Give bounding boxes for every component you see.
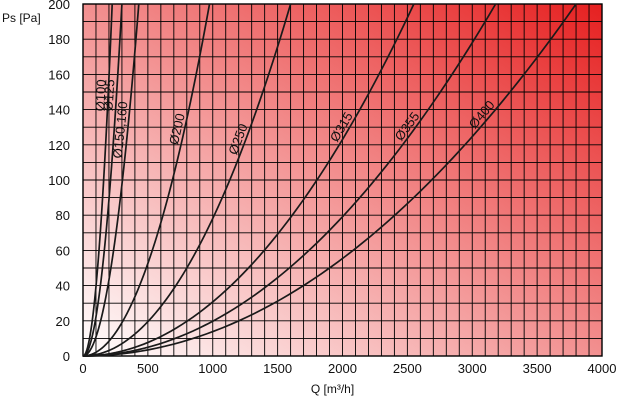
x-tick-label: 4000: [588, 361, 617, 376]
series-curve: [82, 3, 211, 357]
series-label: Ø125: [100, 79, 117, 112]
x-tick-label: 500: [137, 361, 159, 376]
y-tick-label: 120: [48, 138, 70, 153]
x-tick-label: 3000: [458, 361, 487, 376]
y-tick-label: 160: [48, 67, 70, 82]
series-label: Ø150,160: [110, 101, 131, 159]
y-axis-ticks: 0 20 40 60 80 100 120 140 160 180 200: [48, 0, 70, 364]
x-tick-label: 3500: [523, 361, 552, 376]
grid-lines: [82, 3, 603, 357]
x-tick-label: 1000: [198, 361, 227, 376]
series-curve: [82, 3, 114, 357]
y-tick-label: 0: [63, 349, 70, 364]
x-tick-label: 0: [79, 361, 86, 376]
y-tick-label: 100: [48, 173, 70, 188]
series-curve: [82, 3, 497, 357]
series-curve: [82, 3, 577, 357]
series-curve: [82, 3, 415, 357]
x-tick-label: 2000: [328, 361, 357, 376]
y-tick-label: 80: [56, 208, 70, 223]
series-curve: [82, 3, 292, 357]
series-label: Ø100: [92, 79, 109, 112]
y-tick-label: 140: [48, 103, 70, 118]
curve-group: [82, 3, 577, 357]
y-tick-label: 40: [56, 279, 70, 294]
series-curve: [82, 3, 123, 357]
x-axis-ticks: 0 500 1000 1500 2000 2500 3000 3500 4000: [79, 361, 616, 376]
y-tick-label: 60: [56, 243, 70, 258]
x-tick-label: 1500: [263, 361, 292, 376]
plot-frame: [82, 3, 603, 357]
y-axis-title: Ps [Pa]: [2, 11, 41, 25]
y-tick-label: 180: [48, 32, 70, 47]
series-label: Ø200: [166, 112, 188, 146]
series-curve: [82, 3, 140, 357]
y-tick-label: 200: [48, 0, 70, 12]
y-tick-label: 20: [56, 314, 70, 329]
x-axis-title: Q [m³/h]: [311, 382, 354, 396]
x-tick-label: 2500: [393, 361, 422, 376]
